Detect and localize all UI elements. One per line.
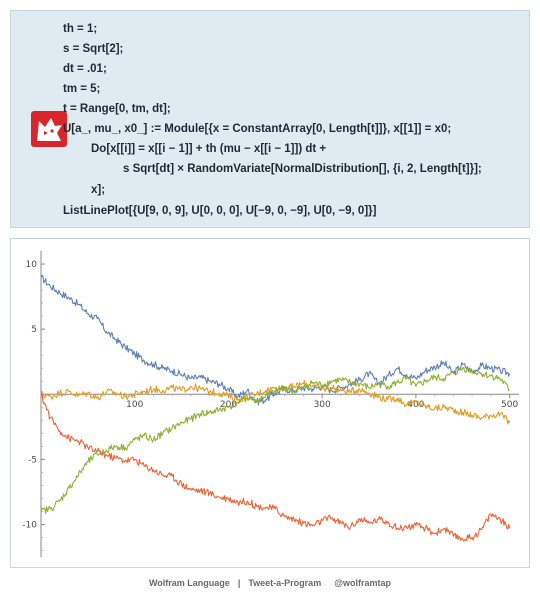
x-tick-label: 500 xyxy=(501,400,518,410)
series-line xyxy=(40,274,511,406)
code-line: s = Sqrt[2]; xyxy=(63,43,124,55)
footer-separator: | xyxy=(237,578,241,588)
series-line xyxy=(40,392,511,542)
y-tick-label: -10 xyxy=(22,520,37,530)
code-line: Do[x[[i]] = x[[i − 1]] + th (mu − x[[i −… xyxy=(91,143,327,155)
footer-program: Tweet-a-Program xyxy=(248,578,322,588)
code-line: U[a_, mu_, x0_] := Module[{x = ConstantA… xyxy=(63,123,452,135)
y-tick-label: -5 xyxy=(28,455,37,465)
x-tick-label: 300 xyxy=(314,400,331,410)
footer-handle: @wolframtap xyxy=(334,578,392,588)
x-tick-label: 400 xyxy=(407,400,424,410)
code-input-cell[interactable]: th = 1; s = Sqrt[2]; dt = .01; tm = 5; t… xyxy=(10,10,530,228)
plot-output-cell: 100 200 300 400 500 -10 -5 5 10 xyxy=(10,238,530,568)
code-line: dt = .01; xyxy=(63,63,107,75)
footer: Wolfram Language | Tweet-a-Program @wolfra… xyxy=(0,578,540,588)
y-tick-label: 5 xyxy=(31,325,37,335)
code-line: s Sqrt[dt] × RandomVariate[NormalDistrib… xyxy=(123,163,482,175)
code-line: ListLinePlot[{U[9, 0, 9], U[0, 0, 0], U[… xyxy=(63,205,377,217)
line-plot: 100 200 300 400 500 -10 -5 5 10 xyxy=(22,251,519,557)
y-tick-label: 10 xyxy=(26,260,38,270)
code-line: x]; xyxy=(91,184,106,196)
code-line: th = 1; xyxy=(63,23,98,35)
code-line: tm = 5; xyxy=(63,83,101,95)
series-line xyxy=(40,380,511,425)
code-line: t = Range[0, tm, dt]; xyxy=(63,103,171,115)
x-tick-label: 200 xyxy=(220,400,237,410)
footer-language: Wolfram Language xyxy=(148,578,230,588)
series-line xyxy=(40,366,510,514)
x-tick-label: 100 xyxy=(126,400,143,410)
wolfram-wolf-icon xyxy=(31,111,67,147)
